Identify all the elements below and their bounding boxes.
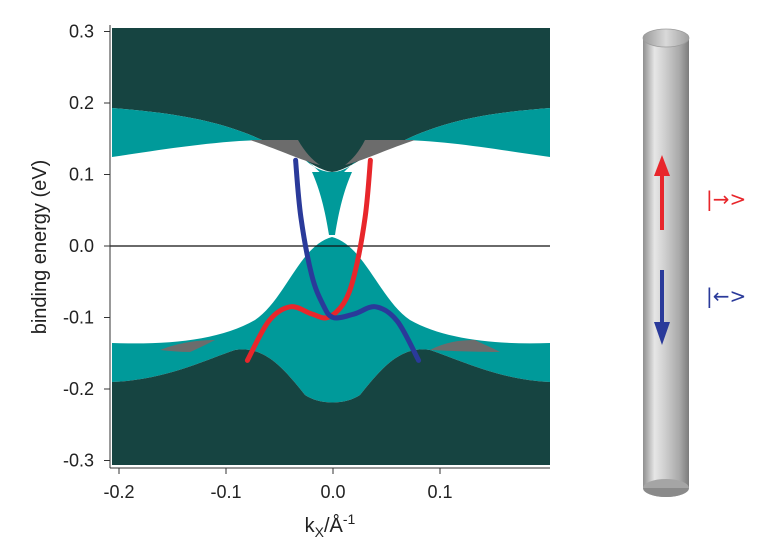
overlap-gray-lower-left [160, 340, 215, 352]
conduction-teal-left [112, 108, 332, 185]
nanowire-top-cap [642, 28, 690, 48]
spin-up-arrow-head [654, 155, 670, 176]
x-axis-title-unit: /Å [324, 514, 344, 537]
x-ticks: -0.2 -0.1 0.0 0.1 [103, 468, 453, 502]
bulk-valence-dark [112, 349, 550, 465]
valence-teal [112, 237, 550, 403]
nanowire-bottom-shade [643, 488, 689, 497]
x-axis-title-sub: X [315, 524, 325, 540]
surface-state-blue [293, 157, 422, 363]
axes: 0.3 0.2 0.1 0.0 -0.1 -0.2 -0.3 -0.2 -0.1 0.0 0.1 [63, 22, 550, 502]
y-axis-title: binding energy (eV) [29, 160, 51, 335]
x-axis-title-k: k [305, 515, 316, 537]
overlap-gray-upper-right [345, 140, 415, 165]
band-structure [110, 25, 550, 468]
y-tick-label: 0.3 [69, 22, 94, 42]
y-tick-label: 0.1 [69, 165, 94, 185]
y-tick-label: -0.1 [63, 308, 94, 328]
teal-neck [312, 172, 352, 235]
spin-down-label: |←> [706, 284, 746, 308]
spin-down-arrow-head [654, 322, 670, 345]
bulk-conduction-dark [112, 28, 550, 172]
x-axis-title-sup: -1 [343, 511, 356, 527]
x-tick-label: -0.1 [210, 482, 241, 502]
x-tick-label: 0.0 [320, 482, 345, 502]
overlap-gray-lower-right [430, 340, 500, 352]
x-axis-title: kX/Å-1 [305, 511, 356, 540]
spin-up-label: |→> [706, 187, 746, 211]
y-tick-label: 0.0 [69, 236, 94, 256]
surface-state-red [244, 157, 373, 363]
y-ticks: 0.3 0.2 0.1 0.0 -0.1 -0.2 -0.3 [63, 22, 110, 471]
x-tick-label: 0.1 [427, 482, 452, 502]
conduction-teal-right [332, 108, 550, 185]
x-tick-label: -0.2 [103, 482, 134, 502]
nanowire-inset: |→> |←> [642, 28, 746, 497]
overlap-gray-upper-left [250, 140, 320, 165]
y-tick-label: -0.3 [63, 451, 94, 471]
y-tick-label: -0.2 [63, 379, 94, 399]
y-tick-label: 0.2 [69, 93, 94, 113]
nanowire-body [643, 38, 689, 488]
